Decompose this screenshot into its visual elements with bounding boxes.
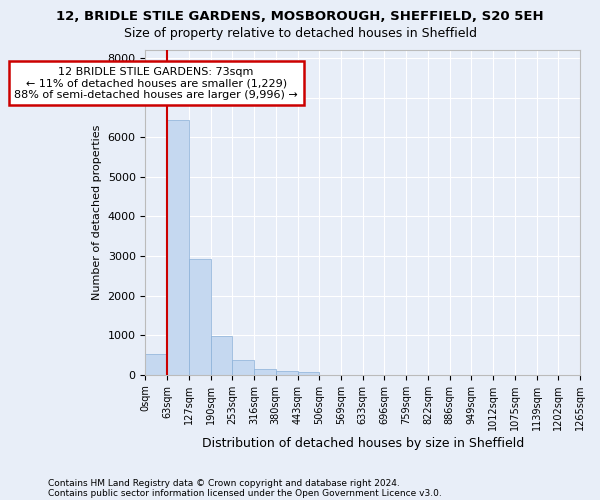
Bar — [298, 372, 319, 375]
Text: Size of property relative to detached houses in Sheffield: Size of property relative to detached ho… — [124, 28, 476, 40]
Bar — [232, 360, 254, 375]
Bar — [167, 120, 189, 375]
X-axis label: Distribution of detached houses by size in Sheffield: Distribution of detached houses by size … — [202, 437, 524, 450]
Bar — [145, 354, 167, 375]
Bar — [211, 336, 232, 375]
Bar — [189, 259, 211, 375]
Y-axis label: Number of detached properties: Number of detached properties — [92, 124, 102, 300]
Bar — [276, 370, 298, 375]
Bar — [254, 368, 276, 375]
Text: Contains public sector information licensed under the Open Government Licence v3: Contains public sector information licen… — [48, 488, 442, 498]
Text: Contains HM Land Registry data © Crown copyright and database right 2024.: Contains HM Land Registry data © Crown c… — [48, 478, 400, 488]
Text: 12, BRIDLE STILE GARDENS, MOSBOROUGH, SHEFFIELD, S20 5EH: 12, BRIDLE STILE GARDENS, MOSBOROUGH, SH… — [56, 10, 544, 23]
Text: 12 BRIDLE STILE GARDENS: 73sqm
← 11% of detached houses are smaller (1,229)
88% : 12 BRIDLE STILE GARDENS: 73sqm ← 11% of … — [14, 66, 298, 100]
